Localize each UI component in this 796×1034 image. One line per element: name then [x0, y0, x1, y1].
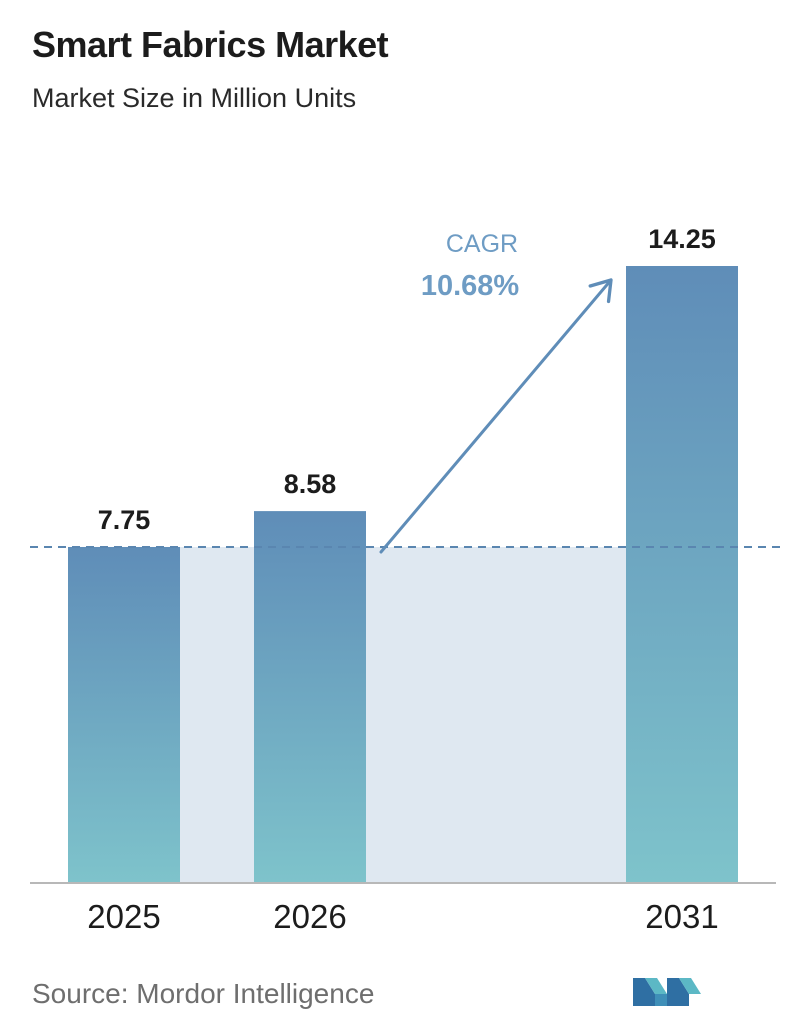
mordor-intelligence-logo-icon — [633, 978, 701, 1006]
cagr-arrow-icon — [379, 278, 613, 554]
data-label-2025: 7.75 — [98, 505, 151, 535]
bar-2026 — [254, 511, 366, 882]
x-tick-label-2025: 2025 — [87, 898, 160, 935]
data-label-2031: 14.25 — [648, 224, 716, 254]
cagr-label: CAGR — [446, 230, 518, 258]
bar-chart: 7.75 8.58 14.25 2025 2026 2031 CAGR 10.68% — [30, 224, 780, 935]
x-tick-label-2031: 2031 — [645, 898, 718, 935]
chart-title: Smart Fabrics Market — [32, 24, 389, 65]
bar-2031 — [626, 266, 738, 882]
data-label-2026: 8.58 — [284, 469, 337, 499]
x-tick-label-2026: 2026 — [273, 898, 346, 935]
bar-2025 — [68, 546, 180, 882]
chart-subtitle: Market Size in Million Units — [32, 83, 357, 113]
source-credit: Source: Mordor Intelligence — [32, 978, 375, 1009]
cagr-value: 10.68% — [421, 270, 520, 302]
